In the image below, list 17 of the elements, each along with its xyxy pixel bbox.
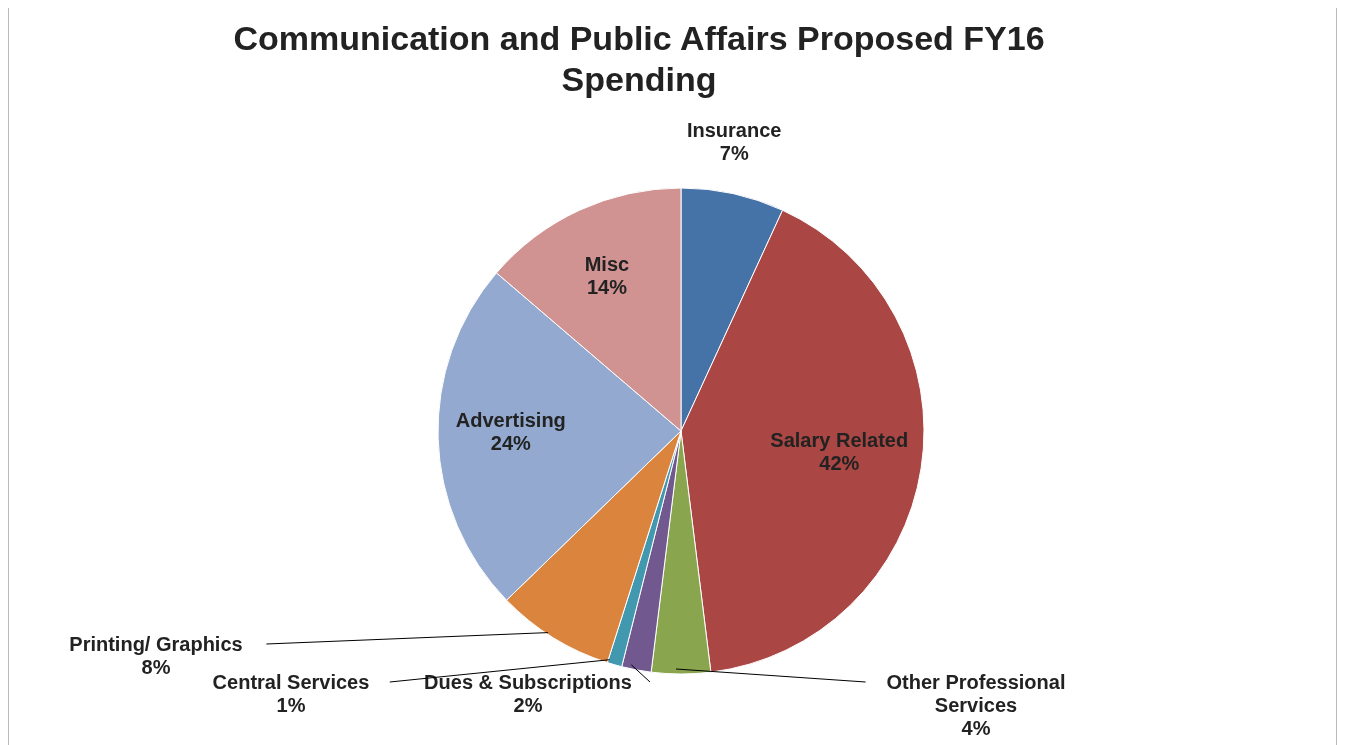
chart-title: Communication and Public Affairs Proposed FY16 Spending [232,18,1046,100]
data-label: 24% [490,431,532,454]
slice-label: Other Professional Services [886,671,1066,716]
slice-label: Central Services [212,671,370,693]
slice-label: Advertising [455,408,566,431]
data-label: 2% [513,694,543,716]
data-label: 42% [819,451,860,474]
data-label: 4% [961,717,991,739]
slice-label: Salary Related [770,428,909,451]
data-label: 1% [276,694,306,716]
slice-label: Misc [584,253,630,276]
data-label: 14% [586,276,628,299]
data-label: 8% [141,656,171,678]
slice-label: Printing/ Graphics [69,633,243,655]
slice-label: Dues & Subscriptions [424,671,632,693]
data-label: 7% [719,142,749,165]
slice-label: Insurance [686,119,782,142]
